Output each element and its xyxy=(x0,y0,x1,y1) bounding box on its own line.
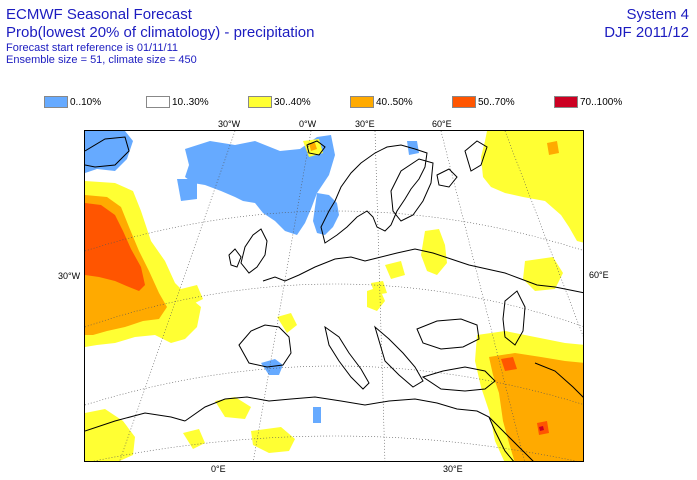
coastlines xyxy=(85,136,583,461)
blue-region-north-atlantic xyxy=(185,135,335,235)
title-line2: Prob(lowest 20% of climatology) - precip… xyxy=(6,24,315,41)
coast-greenland xyxy=(85,136,130,168)
legend: 0..10% 10..30% 30..40% 40..50% 50..70% 7… xyxy=(44,95,684,109)
coast-europe-mainland xyxy=(262,248,583,294)
yellow-region-small-2 xyxy=(385,261,405,279)
coast-iceland xyxy=(306,140,326,156)
coast-turkey xyxy=(421,366,496,392)
yellow-region-mid-europe xyxy=(277,313,297,333)
yellow-region-small-1 xyxy=(181,285,203,305)
map-svg xyxy=(85,131,583,461)
yellow-region-ne-corner xyxy=(481,131,583,243)
blue-region-sardinia xyxy=(313,407,321,423)
legend-item-0: 0..10% xyxy=(44,95,101,109)
yellow-region-urals xyxy=(421,229,447,275)
top-lon-label-30w: 30°W xyxy=(218,119,241,129)
legend-swatch xyxy=(554,96,578,108)
probability-fields xyxy=(85,131,583,461)
coast-italy xyxy=(324,325,370,390)
legend-label: 50..70% xyxy=(478,96,515,108)
top-lon-label-0w: 0°W xyxy=(299,119,317,129)
title-line1: ECMWF Seasonal Forecast xyxy=(6,6,192,23)
legend-label: 40..50% xyxy=(376,96,413,108)
blue-region-greenland xyxy=(85,131,133,173)
coast-uk xyxy=(240,228,268,274)
darkorange-region-southeast-1 xyxy=(501,357,517,371)
yellow-region-atlas xyxy=(183,429,205,449)
orange-region-iceland xyxy=(309,143,317,151)
legend-label: 70..100% xyxy=(580,96,623,108)
coast-iberia xyxy=(238,324,292,368)
coast-gulf-persian xyxy=(534,362,583,398)
coast-novaya-zemlya xyxy=(464,140,488,172)
legend-item-4: 50..70% xyxy=(452,95,515,109)
blue-region-scandinavia-west xyxy=(313,193,339,235)
legend-swatch xyxy=(452,96,476,108)
coast-finland xyxy=(390,158,434,222)
title-block: ECMWF Seasonal Forecast Prob(lowest 20% … xyxy=(6,6,314,66)
top-lon-label-60e: 60°E xyxy=(432,119,452,129)
legend-item-5: 70..100% xyxy=(554,95,622,109)
legend-item-3: 40..50% xyxy=(350,95,413,109)
yellow-region-caspian xyxy=(523,257,563,291)
legend-label: 30..40% xyxy=(274,96,311,108)
yellow-region-north-africa xyxy=(251,427,295,453)
system-block: System 4 DJF 2011/12 xyxy=(604,6,689,42)
map-panel xyxy=(84,130,584,462)
period-label: DJF 2011/12 xyxy=(604,24,689,41)
coast-white-sea xyxy=(436,168,458,188)
coast-arabia xyxy=(488,416,534,461)
yellow-region-baltic xyxy=(371,281,387,295)
graticule xyxy=(85,131,583,461)
left-lat-label: 30°W xyxy=(58,271,81,281)
coast-black-sea xyxy=(416,318,480,350)
yellow-region-spain xyxy=(215,397,251,419)
legend-swatch xyxy=(350,96,374,108)
right-lat-label: 60°E xyxy=(589,270,609,280)
legend-swatch xyxy=(146,96,170,108)
legend-item-2: 30..40% xyxy=(248,95,311,109)
legend-item-1: 10..30% xyxy=(146,95,209,109)
coast-scandinavia xyxy=(320,144,428,244)
coast-balkans xyxy=(374,325,424,388)
start-reference: Forecast start reference is 01/11/11 xyxy=(6,42,179,54)
legend-label: 0..10% xyxy=(70,96,102,108)
legend-swatch xyxy=(248,96,272,108)
system-label: System 4 xyxy=(626,6,689,23)
bottom-lon-label-0e: 0°E xyxy=(211,464,226,474)
orange-region-east-spot xyxy=(547,141,559,155)
ensemble-size: Ensemble size = 51, climate size = 450 xyxy=(6,54,197,66)
coast-north-africa xyxy=(184,396,514,461)
yellow-region-southwest xyxy=(85,409,135,461)
legend-label: 10..30% xyxy=(172,96,209,108)
top-lon-label-30e: 30°E xyxy=(355,119,375,129)
blue-region-mediterranean xyxy=(261,359,283,375)
blue-region-small-atlantic xyxy=(177,179,197,201)
darkorange-region-west-atlantic xyxy=(85,203,145,291)
legend-swatch xyxy=(44,96,68,108)
red-region-southeast xyxy=(539,426,544,431)
coast-west-africa xyxy=(85,412,186,432)
bottom-lon-label-30e: 30°E xyxy=(443,464,463,474)
coast-caspian xyxy=(502,290,526,346)
coast-ireland xyxy=(228,248,242,268)
orange-region-southeast xyxy=(489,353,583,461)
